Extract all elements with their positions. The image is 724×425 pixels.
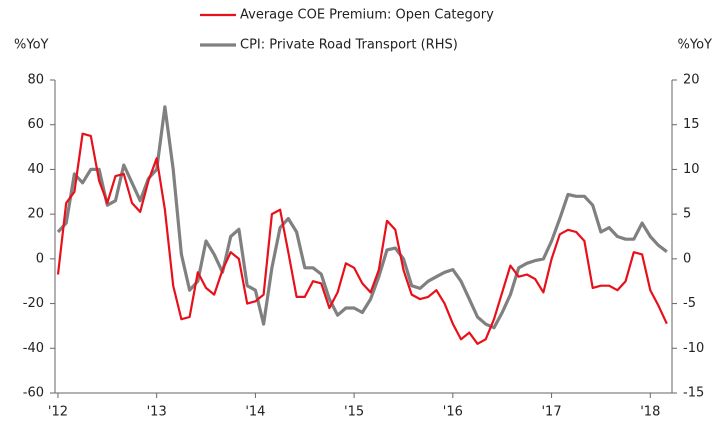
y-tick-label: -60 — [23, 386, 44, 401]
legend-label: CPI: Private Road Transport (RHS) — [240, 38, 458, 53]
y2-tick-label: 10 — [683, 162, 700, 177]
y-axis-title: %YoY — [14, 38, 49, 53]
x-tick-label: '16 — [443, 405, 463, 420]
x-tick-label: '15 — [344, 405, 364, 420]
y-tick-label: 0 — [36, 251, 44, 266]
y2-tick-label: -5 — [683, 296, 696, 311]
y-tick-label: -20 — [23, 296, 44, 311]
x-tick-label: '13 — [147, 405, 167, 420]
y2-tick-label: 0 — [683, 251, 691, 266]
y2-axis-title: %YoY — [678, 38, 713, 53]
series-line — [56, 105, 668, 330]
y-tick-label: 60 — [27, 117, 44, 132]
y2-tick-label: -15 — [683, 386, 704, 401]
y-tick-label: 80 — [27, 73, 44, 88]
x-tick-label: '18 — [640, 405, 660, 420]
x-tick-label: '14 — [245, 405, 265, 420]
y2-tick-label: 15 — [683, 117, 700, 132]
y2-tick-label: 5 — [683, 207, 691, 222]
series-line — [56, 132, 668, 345]
y-tick-label: 20 — [27, 207, 44, 222]
y2-tick-label: -10 — [683, 341, 704, 356]
y2-tick-label: 20 — [683, 73, 700, 88]
x-tick-label: '12 — [48, 405, 68, 420]
y-tick-label: 40 — [27, 162, 44, 177]
legend-label: Average COE Premium: Open Category — [240, 8, 494, 23]
x-tick-label: '17 — [541, 405, 561, 420]
y-tick-label: -40 — [23, 341, 44, 356]
